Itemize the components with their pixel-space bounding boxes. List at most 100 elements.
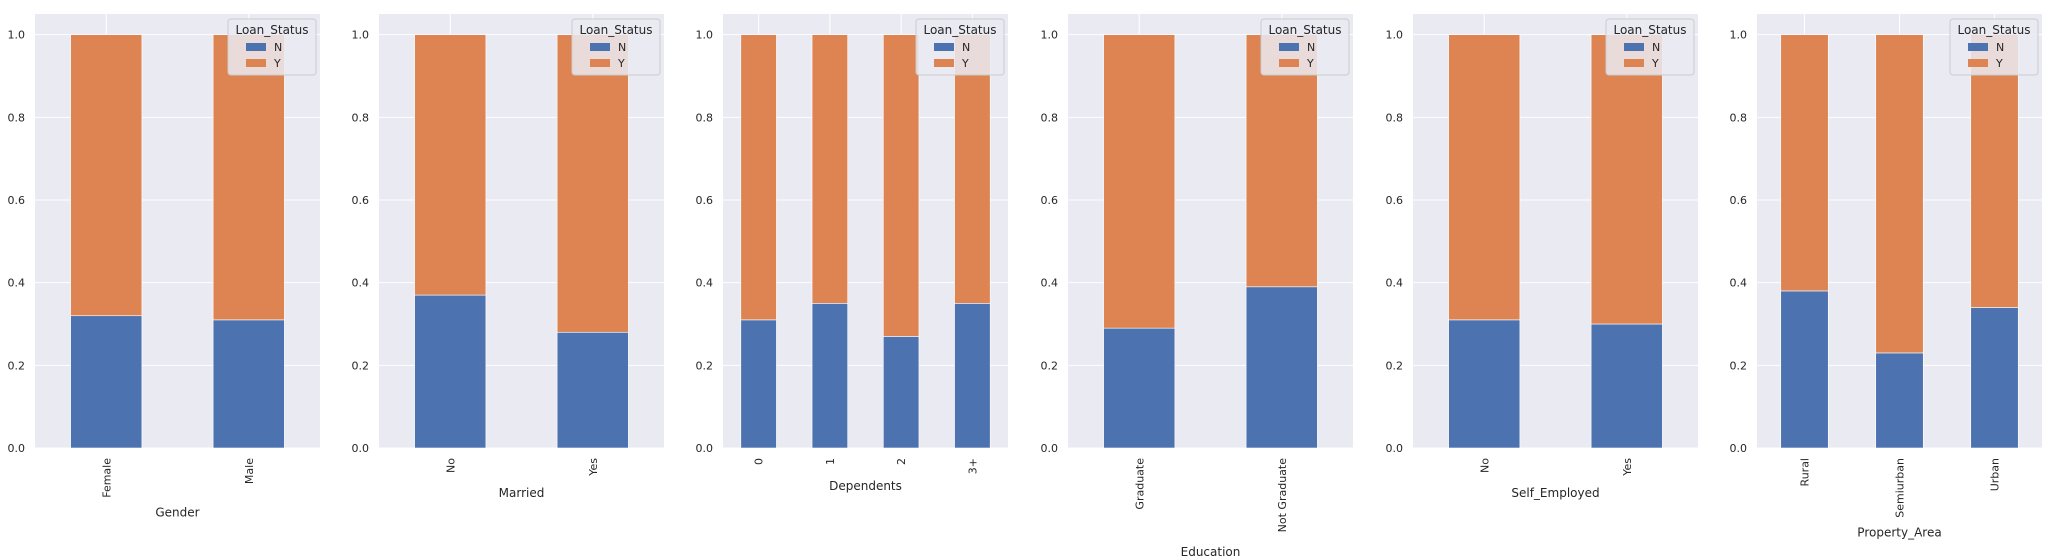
bar-Y-graduate bbox=[1103, 34, 1176, 329]
legend-title: Loan_Status bbox=[1613, 23, 1686, 37]
x-tick-label: Urban bbox=[1989, 458, 2002, 491]
y-tick-label: 0.4 bbox=[696, 277, 714, 290]
bar-N-graduate bbox=[1103, 327, 1176, 449]
x-tick-label: 3+ bbox=[966, 458, 979, 474]
y-tick-label: 0.2 bbox=[696, 359, 714, 372]
bar-Y-yes bbox=[1590, 34, 1663, 325]
y-tick-label: 1.0 bbox=[696, 29, 714, 42]
legend-swatch-N bbox=[934, 43, 954, 51]
x-tick-label: 1 bbox=[824, 458, 837, 465]
y-tick-label: 0.2 bbox=[8, 359, 26, 372]
legend-swatch-Y bbox=[1624, 59, 1644, 67]
y-tick-label: 1.0 bbox=[1386, 29, 1404, 42]
legend-title: Loan_Status bbox=[1268, 23, 1341, 37]
bar-N-3- bbox=[954, 303, 991, 449]
y-tick-label: 0.8 bbox=[1041, 111, 1059, 124]
legend-swatch-N bbox=[1624, 43, 1644, 51]
bar-Y-yes bbox=[556, 34, 629, 333]
x-tick-label: Not Graduate bbox=[1276, 458, 1289, 533]
y-tick-label: 0.8 bbox=[352, 111, 370, 124]
chart-panel-self_employed: 0.0 0.2 0.4 0.6 0.8 1.0 No Yes Self_Employed Loan… bbox=[1386, 14, 1698, 500]
legend-swatch-Y bbox=[1968, 59, 1988, 67]
x-tick-label: No bbox=[1478, 458, 1491, 473]
x-axis-label: Property_Area bbox=[1857, 525, 1941, 539]
chart-panel-gender: 0.0 0.2 0.4 0.6 0.8 1.0 Female Male Gender Loan_S… bbox=[8, 14, 320, 520]
y-tick-label: 1.0 bbox=[352, 29, 370, 42]
legend-entry-Y: Y bbox=[1651, 57, 1659, 70]
legend-entry-N: N bbox=[962, 41, 970, 54]
bar-Y-semiurban bbox=[1875, 34, 1924, 354]
y-tick-label: 0.2 bbox=[1730, 359, 1748, 372]
bar-N-2 bbox=[883, 336, 920, 449]
bar-N-urban bbox=[1970, 307, 2019, 449]
y-tick-label: 0.2 bbox=[1386, 359, 1404, 372]
legend-entry-Y: Y bbox=[1306, 57, 1314, 70]
x-tick-label: Male bbox=[243, 458, 256, 484]
bar-N-0 bbox=[740, 319, 777, 449]
y-tick-label: 0.0 bbox=[696, 442, 714, 455]
x-axis-label: Gender bbox=[155, 506, 199, 520]
y-tick-label: 1.0 bbox=[8, 29, 26, 42]
bar-Y-rural bbox=[1780, 34, 1829, 292]
bar-N-yes bbox=[1590, 323, 1663, 449]
legend: Loan_Status NY bbox=[915, 18, 1005, 76]
y-tick-label: 0.6 bbox=[352, 194, 370, 207]
chart-panel-dependents: 0.0 0.2 0.4 0.6 0.8 1.0 0 1 2 3+ Dependents Loan_St… bbox=[696, 14, 1008, 493]
legend-swatch-Y bbox=[1279, 59, 1299, 67]
y-tick-label: 1.0 bbox=[1041, 29, 1059, 42]
y-tick-label: 1.0 bbox=[1730, 29, 1748, 42]
x-tick-label: Rural bbox=[1799, 458, 1812, 486]
y-tick-label: 0.4 bbox=[1386, 277, 1404, 290]
legend-entry-Y: Y bbox=[617, 57, 625, 70]
bar-Y-not-graduate bbox=[1245, 34, 1318, 288]
legend: Loan_Status NY bbox=[227, 18, 317, 76]
y-tick-label: 0.0 bbox=[1386, 442, 1404, 455]
x-axis-label: Self_Employed bbox=[1511, 486, 1599, 500]
bar-N-no bbox=[414, 294, 487, 449]
bar-N-male bbox=[212, 319, 285, 449]
legend: Loan_Status NY bbox=[1605, 18, 1695, 76]
y-tick-label: 0.6 bbox=[1730, 194, 1748, 207]
legend-entry-Y: Y bbox=[273, 57, 281, 70]
y-tick-label: 0.0 bbox=[8, 442, 26, 455]
y-tick-label: 0.4 bbox=[352, 277, 370, 290]
legend-entry-N: N bbox=[274, 41, 282, 54]
y-tick-label: 0.4 bbox=[1730, 277, 1748, 290]
legend-swatch-N bbox=[1968, 43, 1988, 51]
legend-entry-N: N bbox=[618, 41, 626, 54]
y-tick-label: 0.8 bbox=[696, 111, 714, 124]
bar-Y-male bbox=[212, 34, 285, 321]
legend-entry-N: N bbox=[1307, 41, 1315, 54]
bar-N-yes bbox=[556, 331, 629, 449]
y-tick-label: 0.8 bbox=[1386, 111, 1404, 124]
y-tick-label: 0.4 bbox=[1041, 277, 1059, 290]
x-tick-label: No bbox=[444, 458, 457, 473]
legend-swatch-Y bbox=[934, 59, 954, 67]
legend-title: Loan_Status bbox=[1957, 23, 2030, 37]
bar-N-female bbox=[70, 315, 143, 449]
legend-entry-N: N bbox=[1652, 41, 1660, 54]
legend-title: Loan_Status bbox=[235, 23, 308, 37]
bar-Y-urban bbox=[1970, 34, 2019, 308]
y-tick-label: 0.2 bbox=[352, 359, 370, 372]
legend-entry-Y: Y bbox=[1995, 57, 2003, 70]
y-tick-label: 0.0 bbox=[352, 442, 370, 455]
x-tick-label: Yes bbox=[1621, 458, 1634, 477]
y-tick-label: 0.0 bbox=[1730, 442, 1748, 455]
chart-panel-married: 0.0 0.2 0.4 0.6 0.8 1.0 No Yes Married Loan_Statu… bbox=[352, 14, 664, 500]
bar-Y-no bbox=[414, 34, 487, 296]
bar-N-semiurban bbox=[1875, 352, 1924, 449]
y-tick-label: 0.6 bbox=[696, 194, 714, 207]
x-tick-label: Semiurban bbox=[1894, 458, 1907, 518]
legend: Loan_Status NY bbox=[571, 18, 661, 76]
chart-panel-property_area: 0.0 0.2 0.4 0.6 0.8 1.0 Rural Semiurban Urban Pro… bbox=[1730, 14, 2042, 539]
bar-Y-1 bbox=[811, 34, 848, 304]
y-tick-label: 0.4 bbox=[8, 277, 26, 290]
x-axis-label: Married bbox=[499, 486, 545, 500]
legend: Loan_Status NY bbox=[1260, 18, 1350, 76]
legend-swatch-N bbox=[1279, 43, 1299, 51]
chart-panel-education: 0.0 0.2 0.4 0.6 0.8 1.0 Graduate Not Graduate Ed… bbox=[1041, 14, 1353, 559]
x-axis-label: Dependents bbox=[829, 479, 902, 493]
